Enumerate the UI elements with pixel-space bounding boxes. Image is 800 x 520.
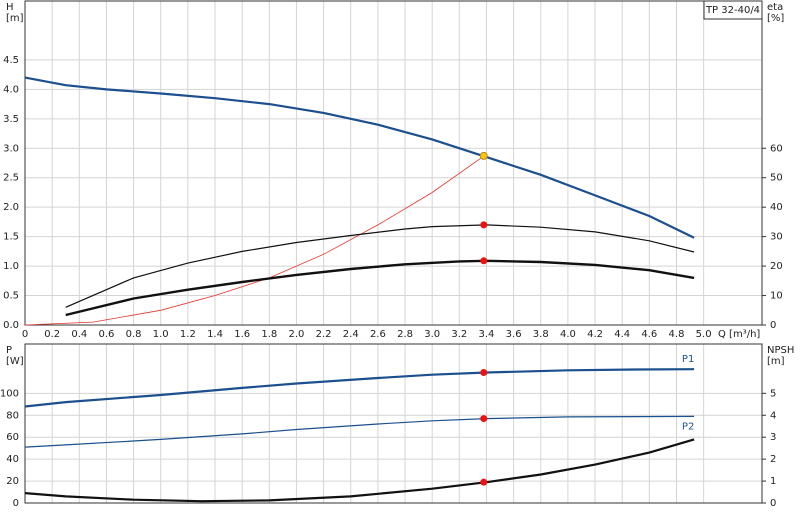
y-tick-label: 2.5 [3,173,19,184]
y-tick-label: 1.5 [3,232,19,243]
y-axis-label: P [6,345,12,356]
operating-point [480,369,488,377]
x-tick-label: 3.2 [451,329,467,340]
x-tick-label: 1.8 [261,329,277,340]
y2-axis-label: eta [767,2,783,13]
x-tick-label: 4.8 [669,329,685,340]
x-tick-label: 2.2 [316,329,332,340]
series-line [65,259,695,317]
y2-tick-label: 5 [770,388,776,399]
y-tick-label: 2.0 [3,202,19,213]
y-tick-label: 0.0 [3,320,19,331]
x-tick-label: 0.4 [71,329,87,340]
y-tick-label: 0.5 [3,291,19,302]
y-tick-label: 40 [6,454,19,465]
y2-tick-label: 0 [770,320,776,331]
x-tick-label: 0.6 [98,329,114,340]
y-tick-label: 4.0 [3,84,19,95]
y-tick-label: 3.5 [3,114,19,125]
series-label: P2 [682,421,694,432]
x-tick-label: 4.2 [587,329,603,340]
x-tick-label: 0 [22,329,28,340]
operating-point [480,221,488,229]
x-axis-label: Q [m³/h] [718,329,760,340]
plot-frame [24,343,763,504]
y2-tick-label: 40 [770,202,783,213]
x-tick-label: 1.0 [153,329,169,340]
box-label: TP 32-40/4 [705,5,760,16]
x-tick-label: 2.6 [370,329,386,340]
y2-axis-label: [%] [767,13,784,24]
x-tick-label: 3.4 [479,329,495,340]
y2-axis-label: NPSH [767,345,794,356]
x-tick-label: 5.0 [696,329,712,340]
box-frame [703,0,763,20]
series-line [24,368,695,408]
x-tick-label: 2.4 [343,329,359,340]
series-line [24,438,695,503]
y-tick-label: 100 [0,388,19,399]
y2-tick-label: 2 [770,454,776,465]
y-tick-label: 4.5 [3,55,19,66]
y2-tick-label: 1 [770,476,776,487]
y2-tick-label: 3 [770,432,776,443]
x-tick-label: 1.6 [234,329,250,340]
x-tick-label: 0.2 [44,329,60,340]
series-line [24,415,695,448]
plot-frame [24,0,763,326]
series-line [24,76,695,239]
x-tick-label: 0.8 [126,329,142,340]
x-tick-label: 4.6 [641,329,657,340]
y2-tick-label: 60 [770,143,783,154]
operating-point [480,415,488,423]
y2-axis-label: [m] [767,356,785,367]
x-tick-label: 2.0 [289,329,305,340]
y-tick-label: 60 [6,432,19,443]
x-tick-label: 3.6 [506,329,522,340]
y2-tick-label: 0 [770,498,776,509]
y-axis-label: [m] [6,13,24,24]
operating-point [480,257,488,265]
y-tick-label: 80 [6,410,19,421]
x-tick-label: 1.4 [207,329,223,340]
y-tick-label: 0 [13,498,19,509]
operating-point [480,478,488,486]
x-tick-label: 3.8 [533,329,549,340]
series-line [65,224,695,308]
operating-point [479,151,488,160]
x-tick-label: 4.4 [614,329,630,340]
y2-tick-label: 20 [770,261,783,272]
y-tick-label: 20 [6,476,19,487]
x-tick-label: 1.2 [180,329,196,340]
y2-tick-label: 10 [770,291,783,302]
y2-tick-label: 50 [770,173,783,184]
x-tick-label: 2.8 [397,329,413,340]
y-axis-label: H [6,2,14,13]
x-tick-label: 4.0 [560,329,576,340]
y-axis-label: [W] [6,356,24,367]
y2-tick-label: 30 [770,232,783,243]
y-tick-label: 3.0 [3,143,19,154]
y2-tick-label: 4 [770,410,776,421]
series-line [24,153,487,326]
y-tick-label: 1.0 [3,261,19,272]
x-tick-label: 3.0 [424,329,440,340]
series-label: P1 [682,354,694,365]
